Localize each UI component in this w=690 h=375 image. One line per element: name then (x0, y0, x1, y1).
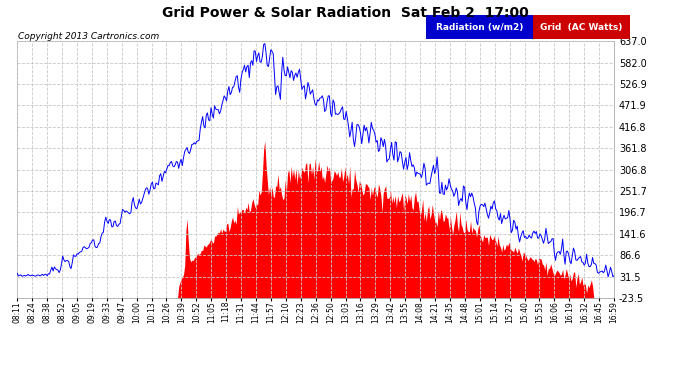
Text: Grid  (AC Watts): Grid (AC Watts) (540, 22, 623, 32)
Text: Copyright 2013 Cartronics.com: Copyright 2013 Cartronics.com (18, 32, 159, 41)
Text: Grid Power & Solar Radiation  Sat Feb 2  17:00: Grid Power & Solar Radiation Sat Feb 2 1… (161, 6, 529, 20)
Text: Radiation (w/m2): Radiation (w/m2) (436, 22, 524, 32)
